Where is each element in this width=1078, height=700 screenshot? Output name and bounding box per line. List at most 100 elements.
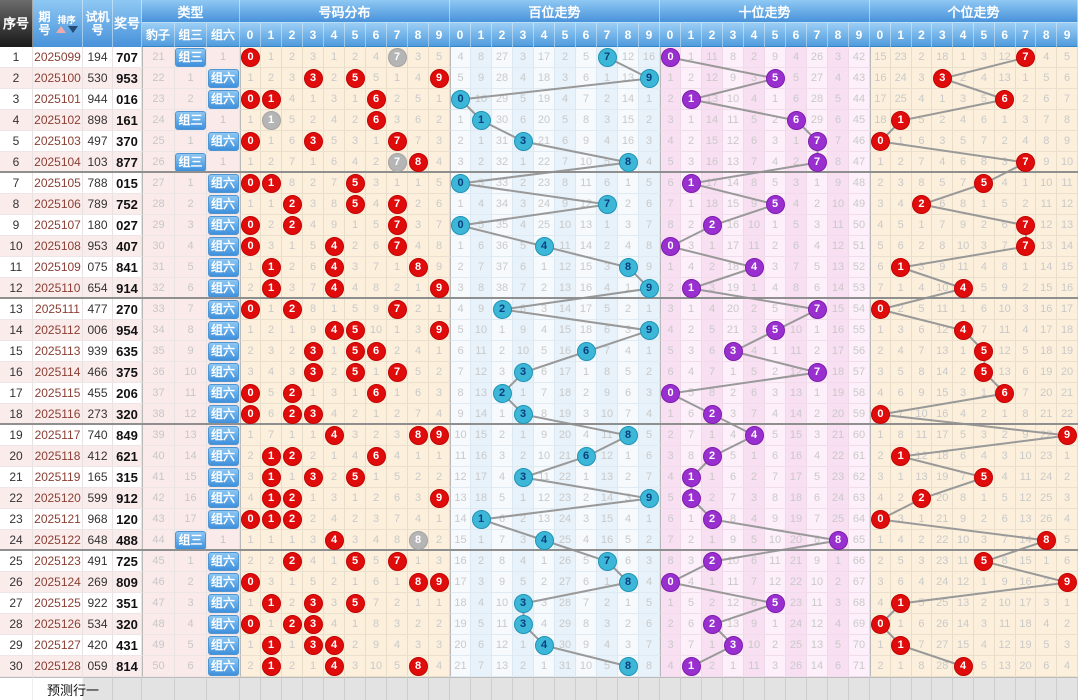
shi-cell: 3 [660, 635, 681, 656]
miss-count: 2 [540, 282, 548, 294]
miss-count: 2 [372, 156, 380, 168]
bai-cell: 7 [471, 656, 492, 677]
miss-count: 24 [558, 513, 572, 525]
miss-count: 18 [558, 387, 572, 399]
shi-drawn-circle: 1 [681, 89, 701, 109]
shi-cell: 1 [660, 68, 681, 89]
miss-count: 8 [834, 156, 842, 168]
miss-count: 6 [877, 261, 884, 273]
bai-cell: 1 [513, 425, 534, 446]
miss-count: 13 [998, 366, 1011, 378]
bai-cell: 5 [513, 572, 534, 593]
miss-count: 22 [537, 156, 551, 168]
bai-cell: 11 [576, 173, 597, 194]
ge-cell: 0 [870, 131, 891, 152]
miss-count: 3 [330, 492, 338, 504]
miss-count: 4 [309, 555, 317, 567]
miss-count: 2 [813, 345, 821, 357]
dist-cell: 5 [303, 236, 324, 257]
zu6-cell: 1 [207, 47, 240, 68]
shi-cell: 1 [681, 509, 702, 530]
dist-cell: 3 [408, 320, 429, 341]
miss-count: 14 [956, 618, 970, 630]
miss-count: 1 [393, 387, 401, 399]
ge-drawn-circle: 1 [891, 257, 911, 277]
miss-count: 5 [980, 93, 987, 105]
bai-cell: 12 [618, 47, 639, 68]
miss-count: 3 [729, 408, 737, 420]
miss-count: 5 [897, 555, 904, 567]
sort-control[interactable]: 排序 [55, 15, 78, 33]
miss-count: 3 [330, 387, 338, 399]
miss-count: 26 [810, 51, 824, 63]
dist-drawn-circle: 4 [324, 257, 344, 277]
miss-count: 7 [877, 282, 884, 294]
shi-cell: 7 [744, 572, 765, 593]
miss-count: 4 [414, 72, 422, 84]
dist-cell: 4 [324, 656, 345, 677]
miss-count: 3 [498, 366, 506, 378]
ge-cell: 3 [911, 68, 933, 89]
shi-cell: 4 [765, 278, 786, 299]
ge-cell: 3 [1057, 635, 1078, 656]
zu3-cell: 组三 [175, 152, 207, 173]
test-number: 922 [83, 593, 113, 614]
zu3-cell: 4 [175, 236, 207, 257]
miss-count: 10 [810, 576, 824, 588]
bai-cell: 9 [471, 299, 492, 320]
bai-cell: 5 [492, 488, 513, 509]
test-number: 789 [83, 194, 113, 215]
dist-cell: 1 [387, 383, 408, 404]
miss-count: 6 [498, 513, 506, 525]
sort-asc-icon[interactable] [55, 25, 66, 33]
miss-count: 21 [537, 135, 551, 147]
miss-count: 10 [495, 597, 509, 609]
miss-count: 3 [351, 261, 359, 273]
miss-count: 4 [603, 639, 611, 651]
shi-cell: 46 [849, 131, 870, 152]
miss-count: 11 [769, 555, 781, 567]
dist-drawn-circle: 0 [241, 383, 260, 403]
miss-count: 8 [288, 177, 296, 189]
shi-cell: 4 [828, 68, 849, 89]
shi-cell: 3 [807, 215, 828, 236]
miss-count: 1 [435, 597, 443, 609]
ge-cell: 6 [932, 194, 954, 215]
test-number-value: 968 [87, 512, 108, 526]
bai-cell: 16 [576, 278, 597, 299]
dist-cell: 8 [408, 656, 429, 677]
miss-count: 2 [1064, 618, 1071, 630]
miss-count: 4 [877, 492, 884, 504]
miss-count: 12 [768, 576, 782, 588]
miss-count: 1 [351, 618, 359, 630]
miss-count: 1 [267, 618, 275, 630]
dist-drawn-circle: 9 [429, 278, 449, 298]
bai-cell: 15 [618, 110, 639, 131]
miss-count: 13 [956, 597, 970, 609]
digit-col-header: 3 [723, 23, 744, 47]
shi-cell: 6 [765, 446, 786, 467]
bai-cell: 10 [471, 89, 492, 110]
dist-drawn-circle: 1 [261, 593, 281, 613]
miss-count: 4 [351, 282, 359, 294]
miss-count: 2 [393, 93, 401, 105]
table-row: 2 2025100 530 953 22 1 组六 1 2 3 3 2 5 5 1 4 9 5 9 28 4 18 3 6 1 1… [0, 68, 1078, 89]
miss-count: 3 [414, 492, 422, 504]
dist-drawn-circle: 0 [241, 47, 260, 67]
miss-count: 4 [877, 219, 884, 231]
bai-drawn-circle: 7 [597, 194, 617, 214]
footer-cell [261, 677, 282, 700]
shi-drawn-circle: 7 [807, 299, 827, 319]
dist-cell: 4 [303, 551, 324, 572]
sort-desc-icon[interactable] [67, 25, 78, 33]
miss-count: 1 [519, 429, 527, 441]
miss-count: 3 [519, 534, 527, 546]
miss-count: 5 [918, 303, 925, 315]
dist-drawn-circle: 6 [366, 383, 386, 403]
miss-count: 3 [351, 534, 359, 546]
dist-cell: 1 [387, 320, 408, 341]
miss-count: 2 [435, 618, 443, 630]
dist-drawn-circle: 8 [408, 152, 428, 172]
shi-cell: 5 [660, 341, 681, 362]
test-number-value: 789 [87, 197, 108, 211]
